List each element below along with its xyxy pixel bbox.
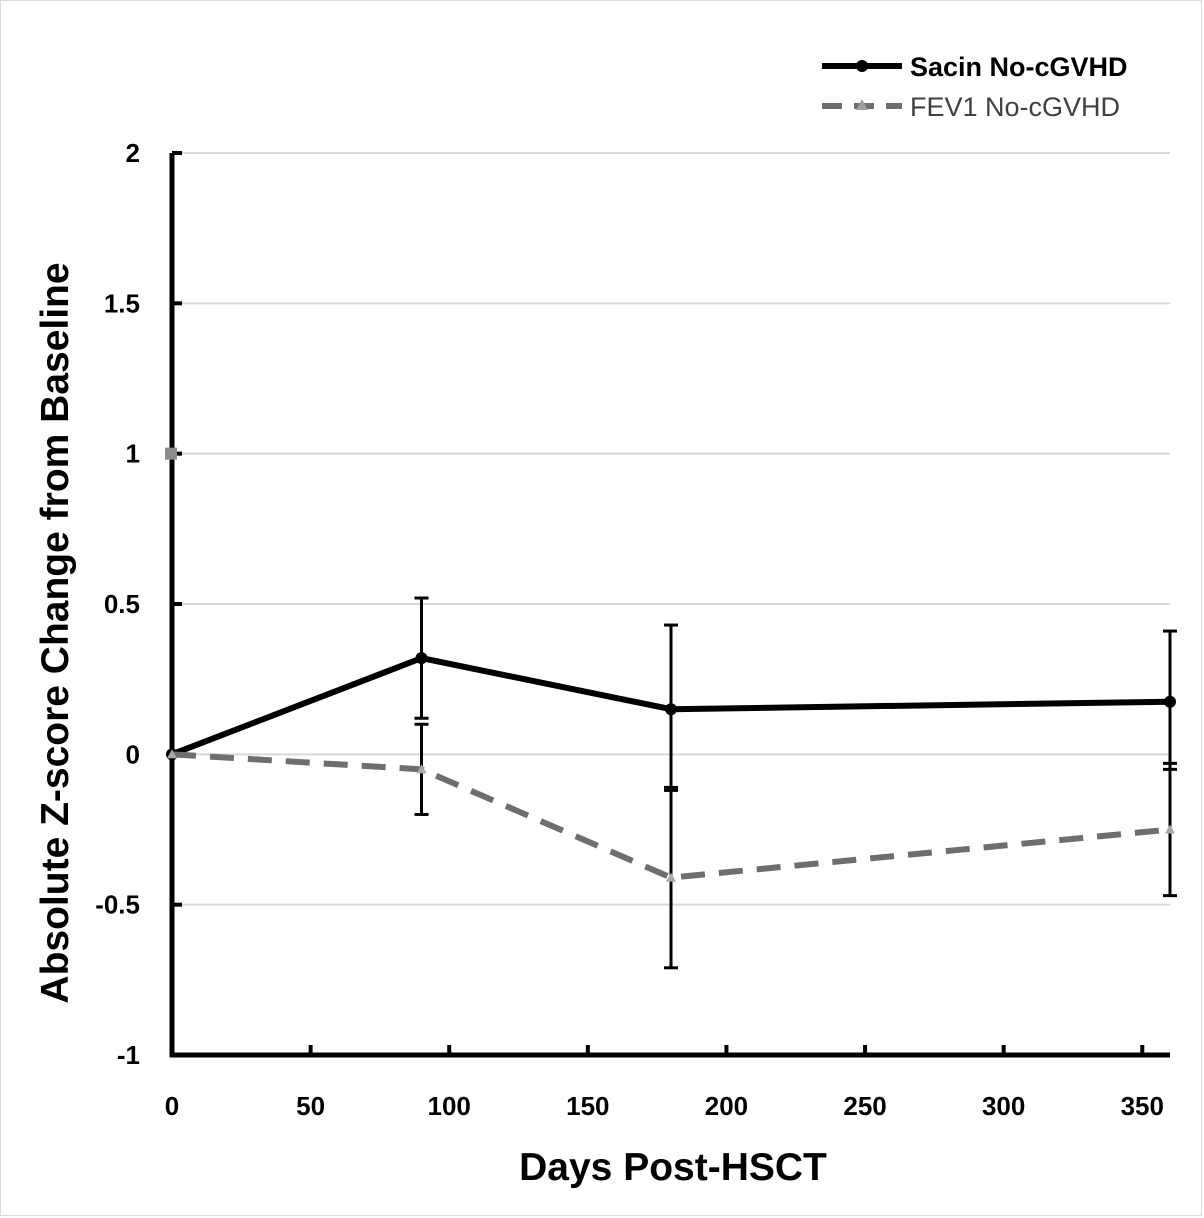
x-tick-label: 250 xyxy=(843,1091,886,1121)
legend: Sacin No-cGVHD FEV1 No-cGVHD xyxy=(822,52,1128,122)
x-tick-label: 50 xyxy=(296,1091,325,1121)
data-point xyxy=(1164,695,1176,708)
data-point xyxy=(666,872,676,882)
y-tick-label: 0 xyxy=(126,739,140,769)
legend-label-fev1: FEV1 No-cGVHD xyxy=(910,92,1120,122)
x-tick-label: 100 xyxy=(428,1091,471,1121)
gridlines xyxy=(172,152,1170,906)
x-tick-label: 300 xyxy=(982,1091,1025,1121)
series-sacin xyxy=(166,596,1177,789)
x-tick-label: 0 xyxy=(165,1091,179,1121)
x-tick-label: 200 xyxy=(705,1091,748,1121)
y-axis-label: Absolute Z-score Change from Baseline xyxy=(34,262,77,1003)
y-tick-labels: -1 -0.5 0 0.5 1 1.5 2 xyxy=(95,138,140,1070)
x-tick-label: 350 xyxy=(1121,1091,1164,1121)
y-tick-label: -0.5 xyxy=(95,890,140,920)
series-line xyxy=(170,655,1171,758)
y-tick-label: -1 xyxy=(117,1040,140,1070)
y-tick-label: 1 xyxy=(126,439,140,469)
legend-label-sacin: Sacin No-cGVHD xyxy=(910,52,1128,82)
y-tick-label: 2 xyxy=(126,138,140,168)
data-point xyxy=(415,652,428,665)
data-point xyxy=(167,749,177,759)
axis-marker xyxy=(165,447,177,460)
series-fev1 xyxy=(167,722,1177,970)
data-point xyxy=(416,764,427,774)
x-tick-label: 150 xyxy=(566,1091,609,1121)
data-point xyxy=(665,703,677,716)
axes xyxy=(165,151,1170,1058)
legend-swatch-marker xyxy=(856,60,868,72)
series-layer xyxy=(166,596,1177,970)
y-tick-label: 1.5 xyxy=(104,288,140,318)
legend-item-fev1: FEV1 No-cGVHD xyxy=(822,92,1120,122)
legend-item-sacin: Sacin No-cGVHD xyxy=(822,52,1128,82)
y-tick-label: 0.5 xyxy=(104,589,140,619)
legend-swatch-marker xyxy=(856,99,868,110)
x-tick-labels: 0 50 100 150 200 250 300 350 xyxy=(165,1091,1164,1121)
x-axis-label: Days Post-HSCT xyxy=(519,1146,827,1189)
data-point xyxy=(1165,824,1175,834)
series-line xyxy=(171,751,1171,881)
